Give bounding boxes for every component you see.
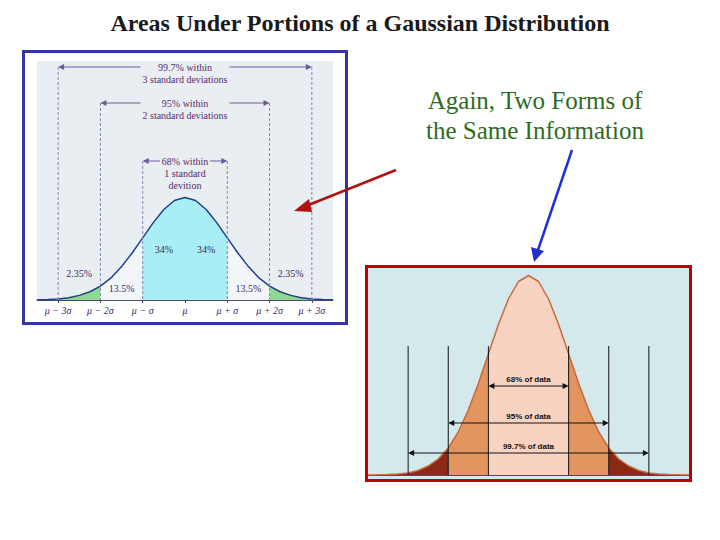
svg-text:34%: 34% <box>197 244 215 255</box>
svg-text:68% of data: 68% of data <box>506 375 551 384</box>
svg-text:2.35%: 2.35% <box>278 268 304 279</box>
svg-text:μ − 2σ: μ − 2σ <box>86 305 115 316</box>
svg-text:3 standard deviations: 3 standard deviations <box>143 74 228 85</box>
svg-text:2 standard deviations: 2 standard deviations <box>143 110 228 121</box>
svg-text:68% within: 68% within <box>162 156 208 167</box>
svg-text:μ − σ: μ − σ <box>131 305 155 316</box>
svg-text:95% of data: 95% of data <box>506 412 551 421</box>
svg-text:99.7% of data: 99.7% of data <box>503 442 555 451</box>
svg-text:μ − 3σ: μ − 3σ <box>44 305 73 316</box>
svg-text:13.5%: 13.5% <box>109 283 135 294</box>
svg-text:μ: μ <box>181 305 187 316</box>
svg-text:34%: 34% <box>155 244 173 255</box>
html-text:Areas Under Portions of a Gaus: Areas Under Portions of a Gaussian Distr… <box>110 10 610 36</box>
svg-text:μ + σ: μ + σ <box>215 305 239 316</box>
svg-text:95% within: 95% within <box>162 98 208 109</box>
svg-text:13.5%: 13.5% <box>236 283 262 294</box>
svg-text:2.35%: 2.35% <box>66 268 92 279</box>
svg-text:devition: devition <box>169 180 202 191</box>
svg-text:99.7% within: 99.7% within <box>158 62 212 73</box>
svg-text:μ + 3σ: μ + 3σ <box>298 305 327 316</box>
svg-text:μ + 2σ: μ + 2σ <box>255 305 284 316</box>
svg-text:1 standard: 1 standard <box>164 168 205 179</box>
html-text:Again, Two Forms of the Same I: Again, Two Forms of the Same Information <box>426 87 644 144</box>
